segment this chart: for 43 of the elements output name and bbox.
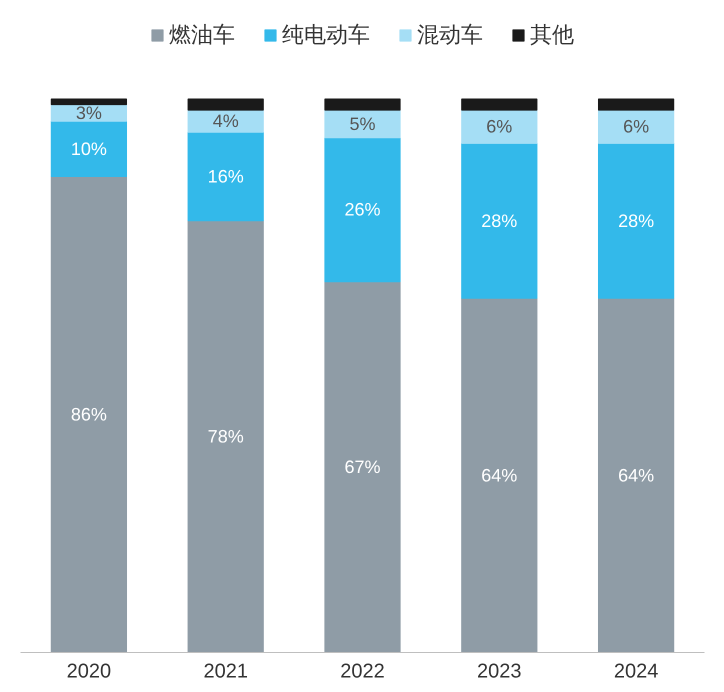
x-tick-label: 2023 [477, 660, 522, 682]
data-label: 5% [349, 114, 376, 134]
data-label: 4% [212, 111, 239, 132]
bar [461, 110, 538, 144]
data-label: 16% [208, 166, 244, 187]
data-label: 64% [618, 465, 654, 486]
bar [598, 110, 674, 144]
x-tick-label: 2021 [203, 660, 248, 682]
bar [324, 137, 401, 282]
bar [324, 98, 401, 111]
bar [188, 132, 264, 222]
legend-label: 其他 [530, 21, 574, 49]
data-label: 6% [486, 116, 512, 137]
bar [324, 281, 401, 652]
data-label: 86% [70, 404, 107, 425]
data-label: 3% [76, 102, 102, 123]
bar [50, 120, 128, 178]
bar [461, 142, 538, 299]
legend-label: 纯电动车 [282, 21, 370, 49]
bar [461, 298, 538, 652]
legend-label: 燃油车 [169, 21, 235, 49]
data-label: 64% [481, 465, 518, 486]
bar [188, 110, 264, 133]
bar [598, 142, 674, 299]
bar [461, 98, 538, 111]
bar [598, 298, 674, 652]
bar [50, 176, 128, 652]
bar [50, 98, 128, 106]
bar [188, 98, 264, 111]
data-label: 6% [623, 116, 650, 137]
data-label: 28% [618, 210, 654, 231]
x-tick-label: 2020 [66, 660, 112, 682]
bar [324, 110, 401, 138]
x-tick-label: 2024 [614, 660, 658, 682]
data-label: 67% [344, 457, 381, 478]
bar [188, 220, 264, 652]
data-label: 78% [208, 426, 244, 447]
data-label: 26% [344, 200, 381, 220]
bar [598, 98, 674, 111]
data-label: 10% [70, 138, 107, 159]
legend-label: 混动车 [417, 21, 483, 49]
data-label: 28% [481, 210, 518, 231]
x-tick-label: 2022 [340, 660, 385, 682]
